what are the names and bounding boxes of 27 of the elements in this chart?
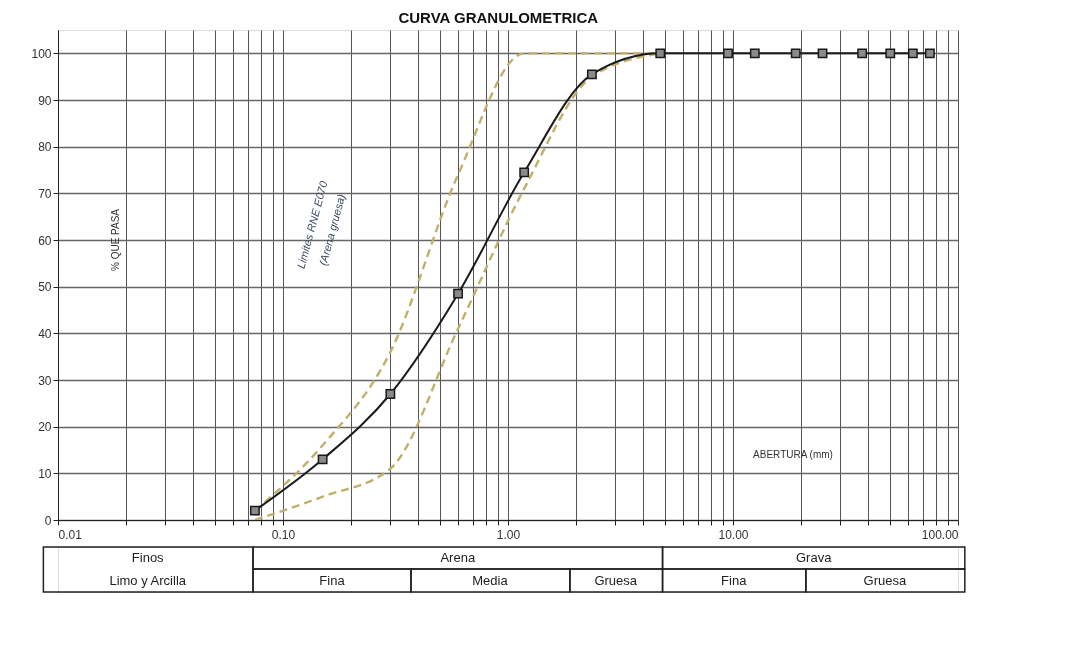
y-tick-label: 10 — [38, 466, 52, 481]
text: Limo y Arcilla — [109, 573, 187, 588]
x-tick-label: 1.00 — [496, 527, 521, 542]
chart-title: CURVA GRANULOMETRICA — [398, 8, 599, 26]
text: Grava — [795, 550, 833, 565]
y-tick-label: 20 — [38, 420, 52, 435]
text: Media — [472, 573, 509, 588]
text: Fina — [721, 573, 748, 588]
y-tick-label: 80 — [38, 140, 52, 155]
text: Arena — [440, 550, 476, 565]
text: Gruesa — [863, 573, 907, 588]
x-tick-label: 0.10 — [271, 527, 296, 542]
text: Finos — [131, 550, 165, 565]
y-tick-label: 30 — [38, 373, 52, 388]
y-tick-label: 0 — [44, 513, 52, 528]
y-tick-label: 100 — [31, 46, 52, 61]
x-tick-label: 0.01 — [58, 527, 83, 542]
x-tick-label: 10.00 — [718, 527, 749, 542]
y-tick-label: 90 — [38, 93, 52, 108]
y-tick-label: 40 — [38, 326, 52, 341]
y-tick-label: 50 — [38, 280, 52, 295]
text: Fina — [319, 573, 346, 588]
text: Gruesa — [594, 573, 638, 588]
y-tick-label: 60 — [38, 233, 52, 248]
y-tick-label: 70 — [38, 186, 52, 201]
y-axis-title: % QUE PASA — [110, 208, 121, 272]
x-tick-label: 100.00 — [921, 527, 959, 542]
